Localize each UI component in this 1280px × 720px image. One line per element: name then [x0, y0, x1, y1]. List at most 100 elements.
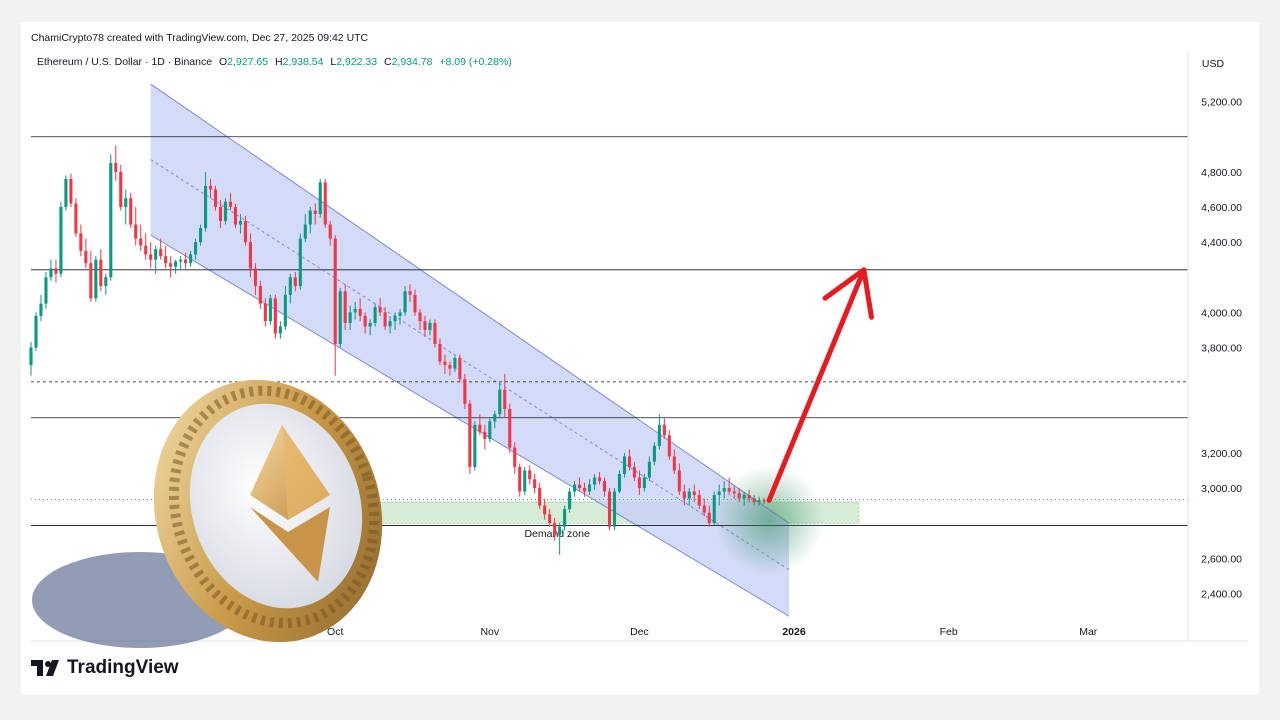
- candle[interactable]: [588, 479, 592, 496]
- candle[interactable]: [343, 284, 347, 330]
- candle[interactable]: [243, 215, 247, 246]
- candle[interactable]: [59, 201, 63, 278]
- candle[interactable]: [179, 256, 183, 271]
- candle[interactable]: [139, 224, 143, 251]
- candle[interactable]: [568, 488, 572, 513]
- candle[interactable]: [89, 250, 93, 302]
- candle[interactable]: [204, 171, 208, 232]
- candle[interactable]: [288, 273, 292, 304]
- candle[interactable]: [697, 489, 701, 510]
- candle[interactable]: [513, 442, 517, 474]
- candle[interactable]: [144, 233, 148, 260]
- candle[interactable]: [508, 403, 512, 453]
- candle[interactable]: [682, 484, 686, 506]
- candle[interactable]: [278, 321, 282, 339]
- candle[interactable]: [612, 488, 617, 531]
- candle[interactable]: [637, 470, 641, 496]
- candle[interactable]: [174, 259, 178, 274]
- candle[interactable]: [328, 221, 332, 246]
- candle[interactable]: [443, 354, 447, 374]
- candle[interactable]: [233, 203, 238, 229]
- candle[interactable]: [263, 298, 267, 327]
- candle[interactable]: [592, 473, 597, 490]
- candle[interactable]: [533, 473, 537, 494]
- candle[interactable]: [553, 517, 557, 541]
- candle[interactable]: [199, 224, 203, 246]
- candle[interactable]: [518, 463, 522, 497]
- candle[interactable]: [687, 488, 691, 506]
- candle[interactable]: [632, 461, 636, 481]
- candle[interactable]: [333, 235, 337, 376]
- candle[interactable]: [64, 175, 68, 211]
- candle[interactable]: [194, 238, 198, 260]
- candle[interactable]: [114, 145, 118, 181]
- candle[interactable]: [378, 298, 382, 316]
- channel-mid-line[interactable]: [150, 159, 790, 571]
- candle[interactable]: [642, 473, 646, 492]
- candle[interactable]: [428, 319, 432, 336]
- candle[interactable]: [54, 259, 58, 283]
- candle[interactable]: [388, 315, 392, 334]
- candle[interactable]: [109, 154, 113, 281]
- candle[interactable]: [413, 289, 417, 316]
- candle[interactable]: [578, 477, 582, 492]
- candle[interactable]: [583, 482, 587, 497]
- candle[interactable]: [558, 523, 562, 555]
- candle[interactable]: [298, 233, 302, 290]
- candle[interactable]: [383, 307, 387, 330]
- candle[interactable]: [84, 238, 88, 269]
- candle[interactable]: [523, 466, 527, 496]
- candle[interactable]: [273, 294, 277, 339]
- candle[interactable]: [627, 449, 631, 471]
- candle[interactable]: [119, 164, 123, 211]
- bullish-arrow-head[interactable]: [822, 267, 874, 320]
- candle[interactable]: [503, 373, 507, 418]
- candle[interactable]: [647, 456, 651, 481]
- candle[interactable]: [662, 417, 666, 439]
- candle[interactable]: [318, 178, 322, 218]
- candle[interactable]: [408, 284, 412, 302]
- candle[interactable]: [702, 498, 706, 517]
- candle[interactable]: [423, 315, 427, 337]
- candle[interactable]: [213, 185, 218, 211]
- candle[interactable]: [463, 373, 467, 409]
- candle[interactable]: [483, 424, 487, 450]
- candle[interactable]: [348, 305, 352, 330]
- candle[interactable]: [323, 178, 327, 229]
- candle[interactable]: [493, 410, 497, 429]
- candle[interactable]: [164, 245, 168, 269]
- candle[interactable]: [418, 308, 422, 330]
- candle[interactable]: [99, 249, 103, 292]
- candle[interactable]: [253, 263, 257, 295]
- candle[interactable]: [358, 298, 362, 322]
- candle[interactable]: [498, 382, 502, 418]
- candle[interactable]: [677, 463, 681, 496]
- candle[interactable]: [657, 414, 661, 450]
- candle[interactable]: [652, 442, 656, 466]
- candle[interactable]: [602, 477, 607, 497]
- candle[interactable]: [338, 287, 342, 348]
- candle[interactable]: [373, 303, 377, 327]
- candle[interactable]: [154, 245, 158, 274]
- candle[interactable]: [468, 400, 472, 474]
- candle[interactable]: [438, 338, 442, 366]
- candle[interactable]: [707, 505, 711, 527]
- candle[interactable]: [692, 484, 696, 503]
- candle[interactable]: [94, 256, 98, 302]
- candle[interactable]: [129, 192, 133, 229]
- tradingview-logo[interactable]: TradingView: [31, 657, 179, 679]
- candle[interactable]: [49, 259, 53, 281]
- candle[interactable]: [134, 207, 138, 246]
- candle[interactable]: [368, 319, 372, 336]
- candle[interactable]: [433, 319, 437, 348]
- candle[interactable]: [528, 465, 532, 485]
- candle[interactable]: [149, 242, 153, 269]
- symbol-name[interactable]: Ethereum / U.S. Dollar · 1D · Binance: [37, 56, 213, 68]
- candle[interactable]: [538, 482, 542, 510]
- candle[interactable]: [29, 342, 33, 376]
- candle[interactable]: [303, 214, 307, 243]
- candle[interactable]: [622, 452, 627, 478]
- candle[interactable]: [458, 354, 462, 383]
- candle[interactable]: [104, 273, 108, 295]
